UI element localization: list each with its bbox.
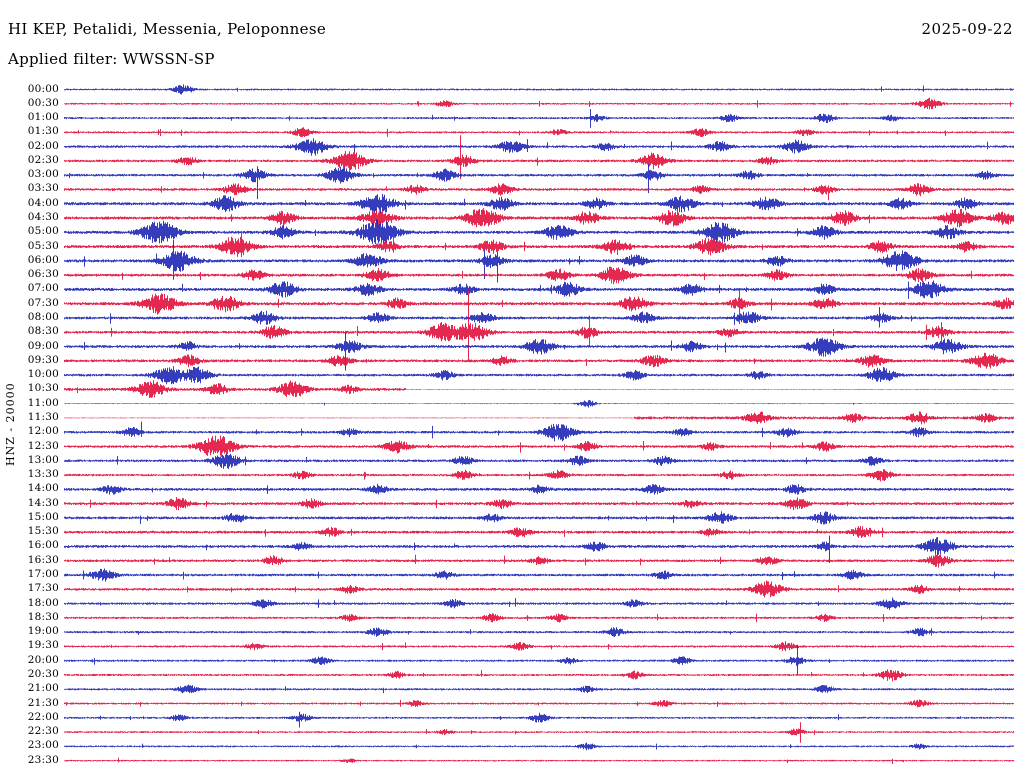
time-label: 17:00 [27,568,59,581]
time-label: 09:30 [27,353,59,366]
time-label: 02:30 [27,153,59,166]
time-label: 13:30 [27,468,59,481]
time-label: 17:30 [27,582,59,595]
time-label: 15:00 [27,510,59,523]
time-label: 06:00 [27,253,59,266]
time-label: 10:00 [27,368,59,381]
time-label: 03:30 [27,182,59,195]
time-label: 14:00 [27,482,59,495]
time-label: 13:00 [27,453,59,466]
time-label: 11:30 [27,410,59,423]
time-label: 16:30 [27,553,59,566]
time-label: 05:00 [27,225,59,238]
time-label: 15:30 [27,525,59,538]
time-label: 22:00 [27,710,59,723]
time-label: 10:30 [27,382,59,395]
time-label: 14:30 [27,496,59,509]
time-label: 18:00 [27,596,59,609]
time-label: 04:00 [27,196,59,209]
time-label: 04:30 [27,211,59,224]
time-label: 12:00 [27,425,59,438]
time-label: 19:30 [27,639,59,652]
filter-label: Applied filter: WWSSN-SP [8,50,215,68]
time-label: 19:00 [27,625,59,638]
time-label: 20:30 [27,667,59,680]
time-label: 06:30 [27,268,59,281]
time-label: 23:30 [27,753,59,766]
time-label: 08:00 [27,310,59,323]
time-label: 01:30 [27,125,59,138]
station-title: HI KEP, Petalidi, Messenia, Peloponnese [8,20,326,38]
time-label: 22:30 [27,725,59,738]
record-date: 2025-09-22 [921,20,1013,38]
time-label: 21:30 [27,696,59,709]
time-label: 07:30 [27,296,59,309]
time-label: 18:30 [27,610,59,623]
time-label: 12:30 [27,439,59,452]
time-label: 00:00 [27,82,59,95]
time-label: 01:00 [27,111,59,124]
time-label: 20:00 [27,653,59,666]
time-label: 21:00 [27,682,59,695]
time-label: 08:30 [27,325,59,338]
time-label: 07:00 [27,282,59,295]
time-label: 05:30 [27,239,59,252]
time-label: 09:00 [27,339,59,352]
time-label: 11:00 [27,396,59,409]
seismogram-traces-canvas [64,80,1014,774]
time-label: 02:00 [27,139,59,152]
time-label: 23:00 [27,739,59,752]
time-label: 03:00 [27,168,59,181]
time-label: 00:30 [27,96,59,109]
time-label: 16:00 [27,539,59,552]
